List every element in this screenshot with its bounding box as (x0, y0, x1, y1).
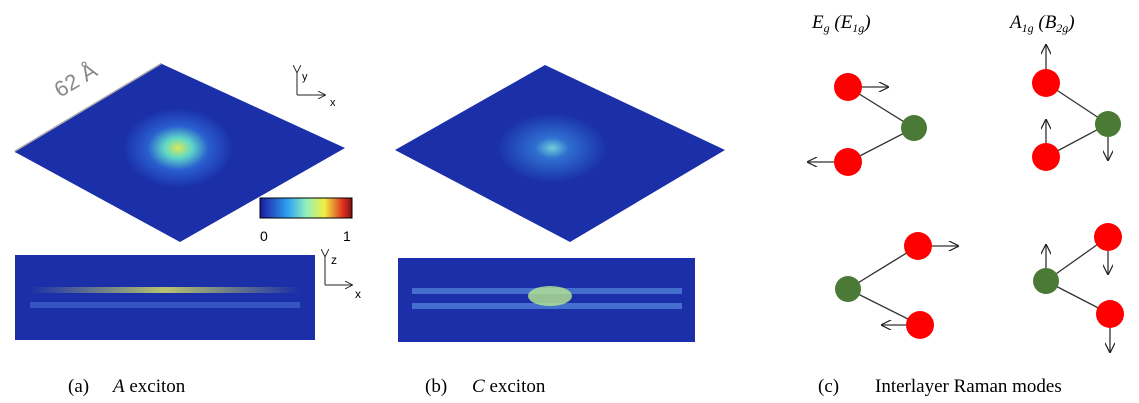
atom (835, 276, 861, 302)
panel-a: 62 Å y x 0 1 z x (15, 57, 361, 340)
axis-label: x (355, 287, 361, 301)
caption: C exciton (472, 376, 546, 397)
atom (904, 232, 932, 260)
caption-text: Interlayer Raman modes (875, 376, 1062, 397)
layer (30, 302, 300, 308)
caption: A exciton (111, 376, 186, 397)
caption-label: (b) (425, 376, 447, 397)
exciton-density (123, 108, 233, 188)
exciton-density (497, 113, 607, 183)
subscript: 1g (852, 21, 864, 35)
atom (1094, 223, 1122, 251)
atom (1096, 300, 1124, 328)
atom (1033, 268, 1059, 294)
atom (1032, 69, 1060, 97)
side-view (15, 255, 315, 340)
atom (1032, 143, 1060, 171)
atom (1095, 111, 1121, 137)
panel-c: Eg (E1g) A1g (B2g) (808, 12, 1124, 352)
mode-label: Eg (E1g) (811, 12, 871, 35)
symbol: A (1008, 12, 1022, 33)
captions: (a) A exciton (b) C exciton (c) Interlay… (68, 376, 1062, 397)
caption-label: (c) (818, 376, 839, 397)
exciton-density (528, 286, 572, 306)
caption-text: exciton (129, 376, 185, 397)
atom (906, 311, 934, 339)
caption-label: (a) (68, 376, 89, 397)
panel-b (395, 65, 725, 342)
caption-text: exciton (489, 376, 545, 397)
caption-letter: C (472, 376, 485, 397)
figure: 62 Å y x 0 1 z x Eg (E1g) A1g (B2g) (a) (0, 0, 1139, 403)
atom (901, 115, 927, 141)
subscript: 1g (1022, 21, 1034, 35)
symbol: B (1045, 12, 1057, 33)
colorbar (260, 198, 352, 218)
atom (834, 148, 862, 176)
colorbar-label: 0 (260, 228, 268, 244)
colorbar-label: 1 (343, 228, 351, 244)
caption-letter: A (111, 376, 125, 397)
scale-label: 62 Å (50, 57, 102, 102)
symbol: E (811, 12, 824, 33)
mode-label: A1g (B2g) (1008, 12, 1075, 35)
axis-label: x (330, 97, 336, 109)
atom (834, 73, 862, 101)
subscript: 2g (1056, 21, 1068, 35)
axis-label: y (302, 71, 308, 83)
layer (30, 287, 300, 293)
symbol: E (840, 12, 853, 33)
axis-label: z (331, 253, 337, 267)
